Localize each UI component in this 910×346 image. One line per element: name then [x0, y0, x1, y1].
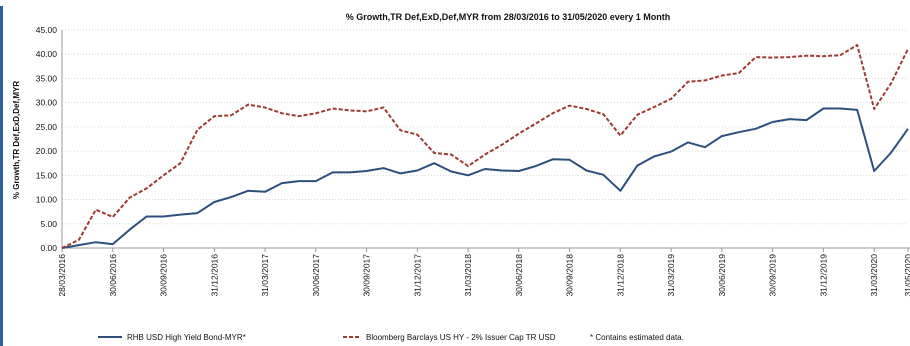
x-tick-label: 31/12/2018 — [615, 254, 625, 297]
y-tick-label: 15.00 — [36, 170, 58, 180]
legend-label-bloomberg-index: Bloomberg Barclays US HY - 2% Issuer Cap… — [366, 333, 556, 342]
y-tick-label: 40.00 — [36, 49, 58, 59]
y-tick-label: 35.00 — [36, 73, 58, 83]
y-tick-label: 25.00 — [36, 122, 58, 132]
x-tick-label: 31/03/2019 — [666, 254, 676, 297]
y-axis-ticks: 0.00 5.00 10.00 15.00 20.00 25.00 30.00 35.00 40… — [36, 25, 58, 253]
x-tick-label: 30/09/2018 — [565, 254, 575, 297]
y-tick-label: 0.00 — [40, 243, 57, 253]
x-tick-label: 30/06/2018 — [514, 254, 524, 297]
x-tick-label: 28/03/2016 — [57, 254, 67, 297]
chart-gridlines — [62, 29, 908, 225]
y-tick-label: 5.00 — [40, 219, 57, 229]
x-tick-label: 30/09/2017 — [362, 254, 372, 297]
x-tick-label: 30/09/2019 — [768, 254, 778, 297]
estimated-data-note: * Contains estimated data. — [590, 333, 684, 342]
x-tick-label: 30/09/2016 — [159, 254, 169, 297]
window-left-border — [0, 0, 3, 346]
legend-item-bloomberg-index[interactable]: Bloomberg Barclays US HY - 2% Issuer Cap… — [343, 333, 556, 342]
x-tick-label: 31/12/2019 — [818, 254, 828, 297]
x-tick-label: 30/06/2017 — [311, 254, 321, 297]
x-tick-label: 31/03/2017 — [260, 254, 270, 297]
y-tick-label: 20.00 — [36, 146, 58, 156]
x-tick-label: 31/12/2017 — [412, 254, 422, 297]
x-tick-label: 31/05/2020 — [903, 254, 910, 297]
x-tick-label: 31/12/2016 — [209, 254, 219, 297]
y-tick-label: 10.00 — [36, 195, 58, 205]
legend: RHB USD High Yield Bond-MYR* Bloomberg B… — [98, 333, 684, 342]
legend-label-rhb-fund: RHB USD High Yield Bond-MYR* — [127, 333, 246, 342]
x-tick-label: 31/03/2018 — [463, 254, 473, 297]
series-line-rhb-fund — [61, 107, 909, 249]
y-tick-label: 30.00 — [36, 98, 58, 108]
chart-title: % Growth,TR Def,ExD,Def,MYR from 28/03/2… — [346, 12, 671, 22]
x-axis-ticks: 28/03/2016 30/06/2016 30/09/2016 31/12/2016… — [57, 248, 910, 297]
x-tick-label: 30/06/2016 — [108, 254, 118, 297]
x-tick-label: 30/06/2019 — [717, 254, 727, 297]
y-tick-label: 45.00 — [36, 25, 58, 35]
series-lines — [61, 44, 909, 249]
top-cropped-strip — [0, 0, 910, 6]
y-axis-label: % Growth,TR Def,ExD,Def,MYR — [12, 81, 21, 199]
x-tick-label: 31/03/2020 — [869, 254, 879, 297]
legend-item-rhb-fund[interactable]: RHB USD High Yield Bond-MYR* — [98, 333, 246, 342]
series-line-bloomberg-index — [61, 44, 909, 249]
